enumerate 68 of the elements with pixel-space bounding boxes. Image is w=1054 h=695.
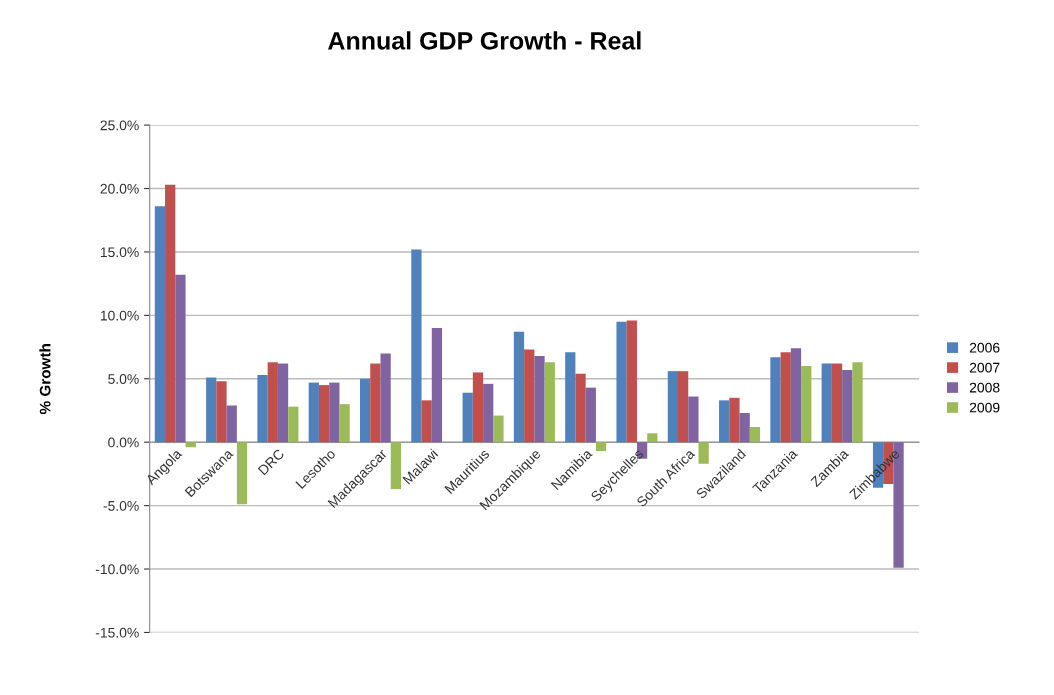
bar — [678, 371, 689, 443]
bar — [534, 355, 545, 443]
bar — [852, 362, 863, 443]
legend-label: 2008 — [969, 382, 1000, 393]
bar — [821, 363, 832, 443]
bar — [421, 400, 432, 443]
bar — [647, 433, 658, 443]
y-tick-label: 10.0% — [100, 310, 139, 321]
bar — [739, 413, 750, 443]
bar — [318, 385, 330, 443]
y-axis-title: % Growth — [39, 344, 51, 415]
bar — [616, 321, 627, 443]
bar — [493, 415, 504, 443]
y-tick-label: 5.0% — [108, 374, 139, 384]
bar — [185, 442, 196, 448]
bar — [411, 249, 422, 443]
bar — [790, 348, 802, 443]
bar — [513, 331, 525, 443]
bar — [216, 381, 227, 443]
legend-label: 2007 — [969, 362, 1000, 373]
bar — [329, 382, 340, 443]
bar — [831, 363, 843, 443]
y-tick-label: 25.0% — [100, 120, 139, 131]
bar — [462, 392, 473, 443]
y-tick-label: 20.0% — [100, 183, 139, 194]
y-tick-label: -15.0% — [95, 627, 139, 638]
bar — [565, 352, 576, 443]
bar — [380, 353, 391, 443]
y-tick-label: -5.0% — [103, 500, 139, 511]
y-tick-label: -10.0% — [95, 564, 139, 575]
bar — [370, 363, 381, 443]
bar — [267, 362, 278, 443]
bar — [667, 371, 678, 443]
bar — [544, 362, 555, 443]
bar — [729, 397, 740, 443]
bar — [575, 373, 586, 443]
bar — [390, 442, 402, 490]
bar — [780, 352, 791, 443]
bar — [165, 184, 176, 443]
y-tick-label: 15.0% — [100, 247, 139, 258]
bar — [770, 357, 781, 443]
bar — [175, 274, 186, 443]
bar — [801, 366, 812, 443]
bar — [339, 404, 350, 443]
bar — [431, 328, 443, 443]
y-tick-label: 0.0% — [108, 437, 139, 448]
bar — [626, 320, 637, 443]
bar — [154, 206, 166, 443]
bar — [206, 377, 217, 443]
bar — [472, 372, 484, 443]
bar — [842, 369, 853, 443]
bar — [288, 406, 299, 443]
bar — [359, 378, 371, 443]
bar — [483, 383, 494, 443]
bar — [585, 387, 596, 443]
bar — [719, 400, 730, 443]
bar — [749, 426, 761, 443]
bar — [688, 396, 699, 443]
bar — [524, 349, 535, 443]
bar — [277, 363, 289, 443]
bar — [257, 374, 268, 443]
legend-label: 2006 — [969, 342, 1000, 353]
bar — [236, 442, 248, 505]
chart-title: Annual GDP Growth - Real — [328, 31, 641, 50]
legend-label: 2009 — [969, 402, 1000, 413]
bar — [308, 382, 319, 443]
bar — [226, 405, 237, 443]
bar — [595, 442, 607, 452]
